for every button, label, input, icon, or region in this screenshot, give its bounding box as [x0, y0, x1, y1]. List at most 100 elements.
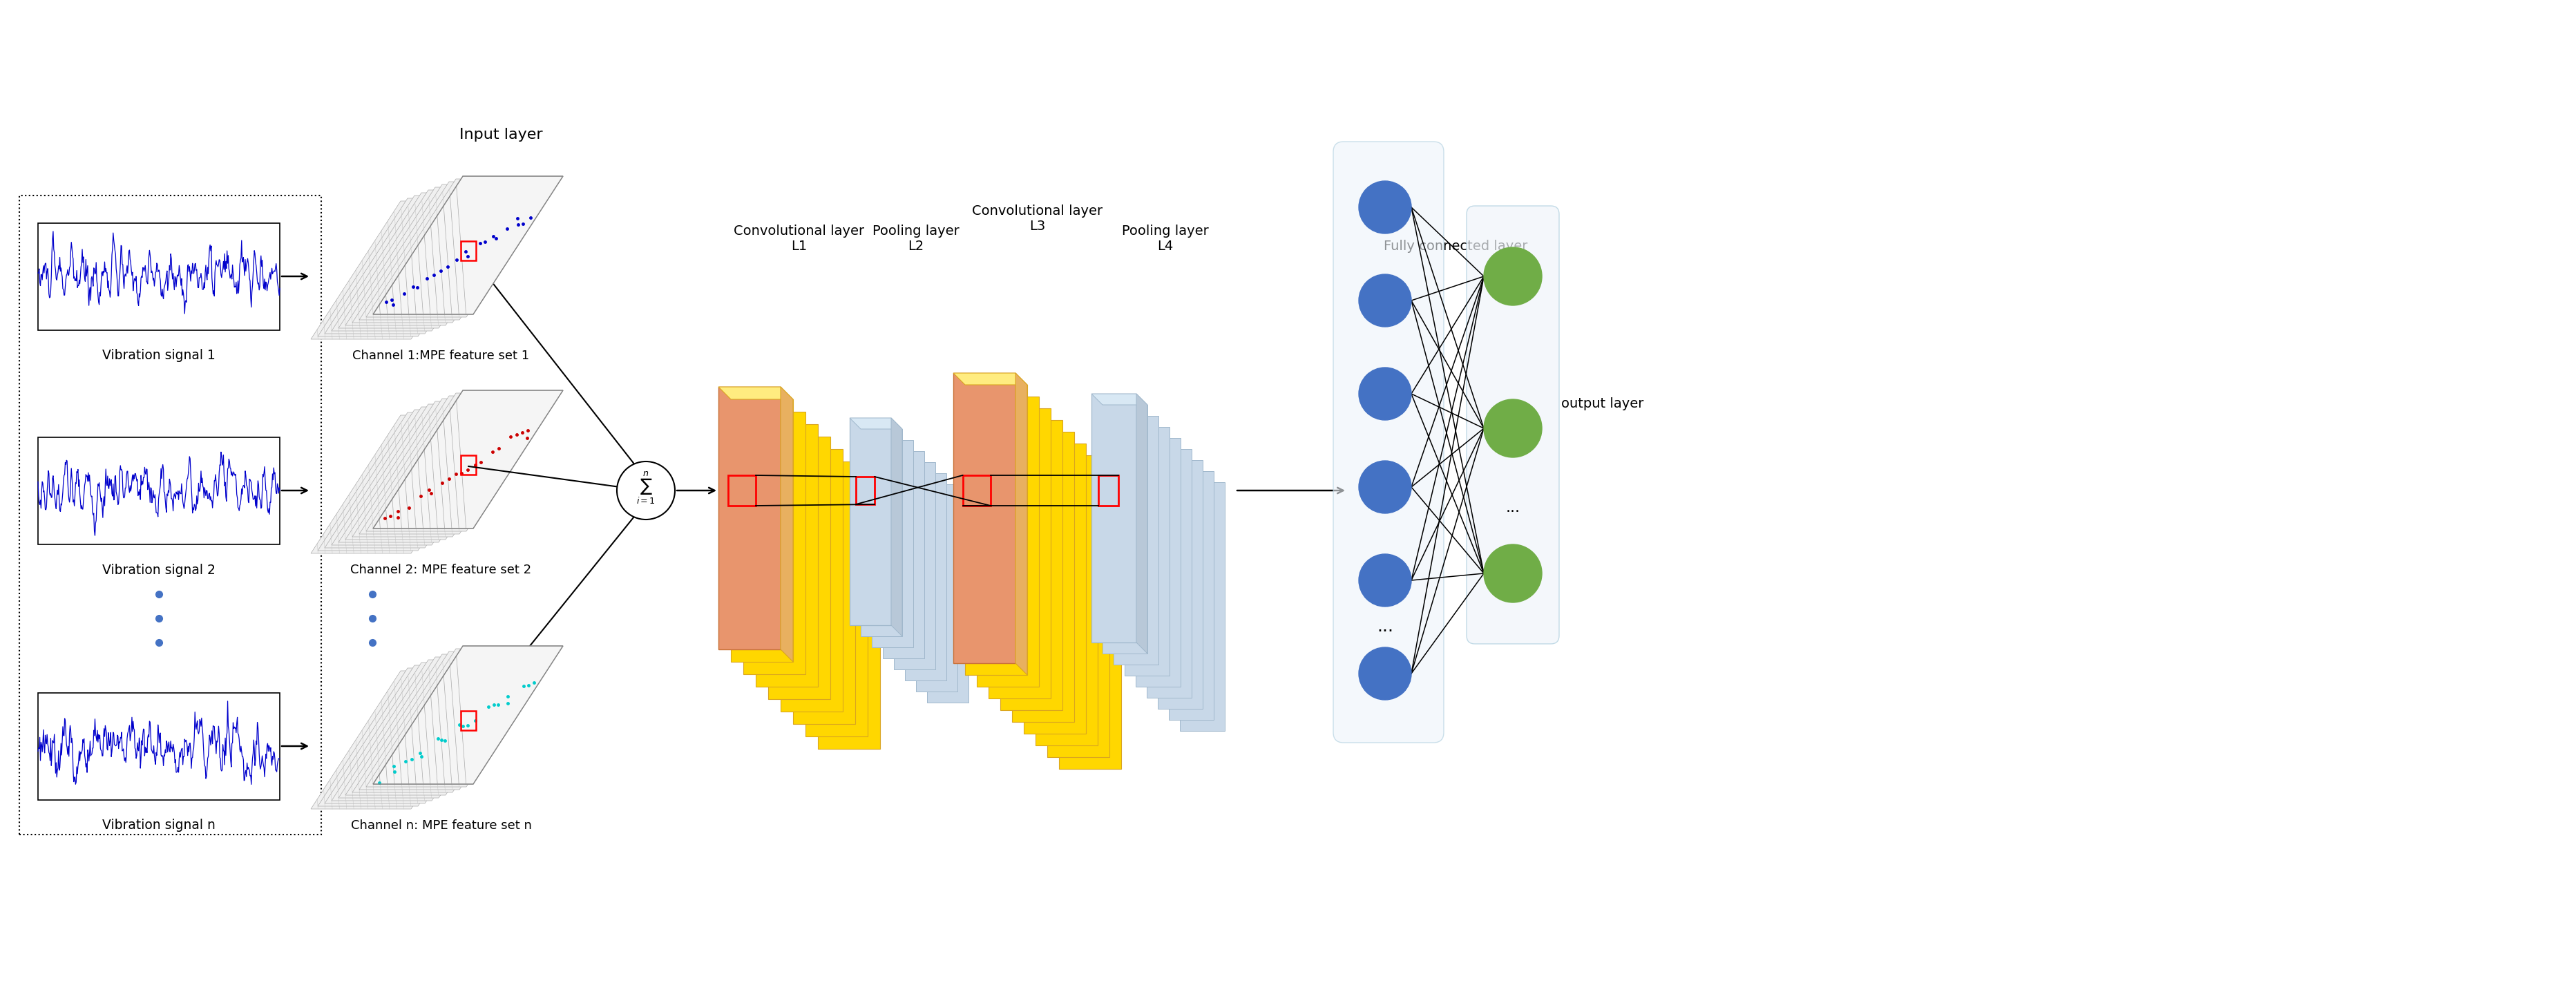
Bar	[461, 241, 477, 260]
Polygon shape	[1015, 373, 1028, 675]
Polygon shape	[1048, 467, 1110, 757]
Bar	[461, 711, 477, 730]
Polygon shape	[927, 495, 969, 702]
Text: output layer: output layer	[1561, 397, 1643, 411]
Text: Vibration signal 1: Vibration signal 1	[103, 349, 216, 362]
Polygon shape	[904, 473, 945, 681]
Text: Vibration signal n: Vibration signal n	[103, 819, 216, 832]
Polygon shape	[781, 387, 793, 662]
Bar	[39, 437, 281, 544]
Text: Channel n: MPE feature set n: Channel n: MPE feature set n	[350, 819, 531, 832]
Text: Channel 2: MPE feature set 2: Channel 2: MPE feature set 2	[350, 563, 531, 576]
Circle shape	[1358, 275, 1412, 327]
Polygon shape	[1092, 393, 1146, 405]
FancyBboxPatch shape	[1334, 141, 1443, 743]
Polygon shape	[989, 408, 1051, 698]
Circle shape	[1358, 461, 1412, 513]
Polygon shape	[366, 393, 556, 532]
Bar	[39, 223, 281, 330]
Bar	[39, 693, 281, 800]
Polygon shape	[332, 407, 520, 545]
Polygon shape	[1126, 427, 1170, 676]
Polygon shape	[719, 387, 793, 399]
Polygon shape	[1136, 438, 1180, 687]
Circle shape	[1358, 647, 1412, 699]
Bar	[39, 693, 281, 800]
Polygon shape	[337, 660, 528, 798]
Polygon shape	[1012, 432, 1074, 722]
Polygon shape	[345, 187, 536, 326]
Polygon shape	[312, 415, 500, 553]
Polygon shape	[891, 418, 902, 637]
Polygon shape	[1113, 416, 1159, 664]
Polygon shape	[353, 398, 544, 537]
Text: Pooling layer
L2: Pooling layer L2	[873, 225, 958, 253]
Polygon shape	[345, 401, 536, 540]
Circle shape	[1358, 368, 1412, 420]
Polygon shape	[374, 390, 564, 529]
Polygon shape	[860, 429, 902, 637]
Circle shape	[1484, 544, 1543, 602]
Polygon shape	[337, 404, 528, 542]
Bar	[39, 223, 281, 330]
Polygon shape	[1180, 483, 1224, 731]
Bar	[855, 477, 876, 504]
Polygon shape	[345, 657, 536, 796]
Polygon shape	[806, 474, 868, 737]
Text: Pooling layer
L4: Pooling layer L4	[1121, 225, 1208, 253]
Polygon shape	[1092, 393, 1136, 643]
Polygon shape	[999, 420, 1061, 710]
Polygon shape	[793, 461, 855, 724]
Polygon shape	[768, 437, 829, 699]
Text: ...: ...	[1504, 501, 1520, 515]
Polygon shape	[366, 179, 556, 317]
Polygon shape	[732, 399, 793, 662]
Polygon shape	[719, 387, 781, 649]
Text: Fully connected layer: Fully connected layer	[1383, 239, 1528, 253]
Polygon shape	[1146, 449, 1193, 697]
Text: Convolutional layer
L1: Convolutional layer L1	[734, 225, 866, 253]
Polygon shape	[1136, 393, 1146, 653]
Circle shape	[1358, 554, 1412, 606]
Polygon shape	[1103, 405, 1146, 653]
Polygon shape	[953, 373, 1028, 385]
Text: ...: ...	[1376, 619, 1394, 636]
Polygon shape	[894, 462, 935, 669]
Polygon shape	[325, 195, 515, 334]
Polygon shape	[755, 424, 819, 687]
Polygon shape	[312, 201, 500, 339]
Polygon shape	[884, 451, 925, 658]
Polygon shape	[358, 396, 549, 534]
Bar	[729, 476, 755, 505]
Polygon shape	[337, 190, 528, 329]
Polygon shape	[358, 651, 549, 790]
Circle shape	[1358, 181, 1412, 233]
Polygon shape	[358, 181, 549, 320]
Polygon shape	[325, 410, 515, 547]
Polygon shape	[976, 396, 1038, 687]
Polygon shape	[366, 648, 556, 787]
Polygon shape	[871, 440, 914, 647]
Polygon shape	[781, 449, 842, 711]
Polygon shape	[317, 198, 507, 336]
Bar	[963, 476, 992, 505]
Polygon shape	[312, 671, 500, 809]
Bar	[21, 195, 322, 834]
Polygon shape	[317, 668, 507, 806]
Bar	[461, 455, 477, 475]
Polygon shape	[1170, 471, 1213, 720]
Polygon shape	[325, 665, 515, 803]
Polygon shape	[850, 418, 891, 625]
Bar	[39, 437, 281, 544]
Polygon shape	[819, 487, 881, 749]
Polygon shape	[353, 184, 544, 323]
Circle shape	[1484, 247, 1543, 305]
Polygon shape	[966, 385, 1028, 675]
Polygon shape	[332, 192, 520, 331]
Polygon shape	[1023, 443, 1087, 734]
Polygon shape	[850, 418, 902, 429]
Polygon shape	[917, 485, 958, 692]
Polygon shape	[374, 645, 564, 784]
Polygon shape	[317, 412, 507, 550]
Text: Channel 1:MPE feature set 1: Channel 1:MPE feature set 1	[353, 349, 531, 362]
